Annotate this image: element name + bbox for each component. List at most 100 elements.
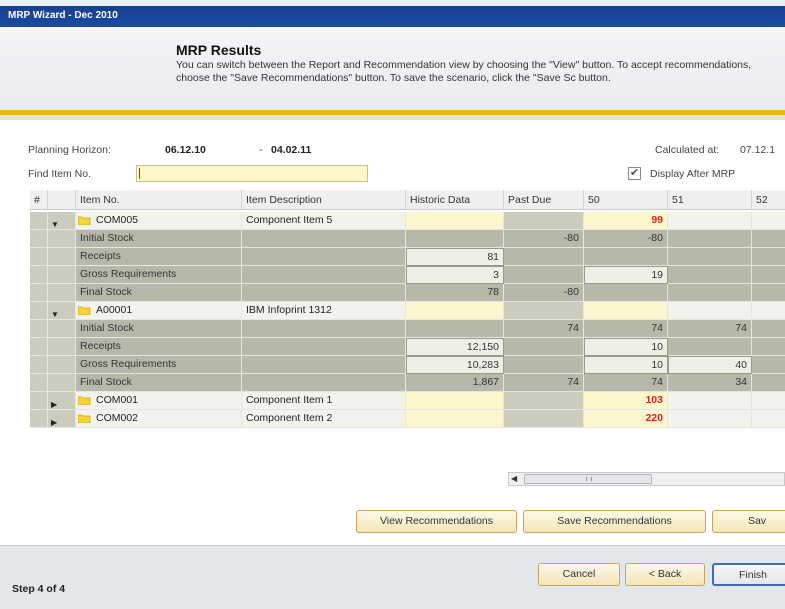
row-number: [30, 284, 48, 302]
period-value: [406, 212, 504, 230]
period-value: 34: [668, 374, 752, 392]
period-value: -80: [504, 284, 584, 302]
row-toggle-cell[interactable]: ▶: [48, 392, 76, 410]
row-number: [30, 266, 48, 284]
period-value: [504, 410, 584, 428]
row-toggle-cell: [48, 338, 76, 356]
item-row[interactable]: ▶ COM002 Component Item 2 220: [30, 410, 785, 428]
period-value: 74: [584, 374, 668, 392]
expand-icon[interactable]: ▶: [51, 418, 58, 427]
period-value: [752, 356, 785, 374]
detail-row: Receipts 81: [30, 248, 785, 266]
folder-icon: [78, 396, 91, 405]
period-value: 10,283: [406, 356, 504, 374]
measure-desc: [242, 248, 406, 266]
row-number: [30, 320, 48, 338]
row-toggle-cell[interactable]: ▼: [48, 302, 76, 320]
row-number: [30, 230, 48, 248]
period-value: [504, 266, 584, 284]
detail-row: Initial Stock -80 -80: [30, 230, 785, 248]
finish-button[interactable]: Finish: [712, 563, 785, 586]
scroll-left-icon[interactable]: ◀: [511, 474, 518, 483]
period-value: 74: [504, 320, 584, 338]
period-value: [752, 320, 785, 338]
display-after-mrp-checkbox[interactable]: ✔: [628, 167, 641, 180]
period-value: [752, 392, 785, 410]
view-recommendations-button[interactable]: View Recommendations: [356, 510, 517, 533]
measure-label: Initial Stock: [76, 230, 242, 248]
period-value: [668, 212, 752, 230]
item-row[interactable]: ▼ COM005 Component Item 5 99: [30, 212, 785, 230]
column-header: Item Description: [242, 190, 406, 210]
item-description: Component Item 1: [242, 392, 406, 410]
item-description: Component Item 5: [242, 212, 406, 230]
period-value: [668, 302, 752, 320]
window-title: MRP Wizard - Dec 2010: [8, 10, 118, 21]
period-value: [504, 302, 584, 320]
period-value: 103: [584, 392, 668, 410]
period-value: 10: [584, 356, 668, 374]
item-number-cell: COM002: [76, 410, 242, 428]
save-scenario-button[interactable]: Sav: [712, 510, 785, 533]
folder-icon: [78, 216, 91, 225]
column-header: Item No.: [76, 190, 242, 210]
column-header: Past Due: [504, 190, 584, 210]
window-title-bar: MRP Wizard - Dec 2010: [0, 0, 785, 27]
item-number: A00001: [96, 304, 133, 316]
period-value: 74: [504, 374, 584, 392]
measure-label: Final Stock: [76, 374, 242, 392]
measure-label: Receipts: [76, 338, 242, 356]
period-value: [406, 302, 504, 320]
row-number: [30, 410, 48, 428]
item-description: Component Item 2: [242, 410, 406, 428]
period-value: [668, 266, 752, 284]
find-item-input[interactable]: [136, 165, 368, 182]
display-after-mrp-label: Display After MRP: [650, 168, 736, 180]
period-value: [752, 302, 785, 320]
period-value: [406, 320, 504, 338]
collapse-icon[interactable]: ▼: [51, 220, 59, 229]
measure-desc: [242, 266, 406, 284]
row-toggle-cell[interactable]: ▶: [48, 410, 76, 428]
period-value: [504, 248, 584, 266]
period-value: [668, 338, 752, 356]
item-number: COM002: [96, 412, 139, 424]
table-header: # Item No. Item Description Historic Data Pa…: [30, 190, 785, 210]
back-button[interactable]: < Back: [625, 563, 705, 586]
column-header: 52: [752, 190, 785, 210]
row-toggle-cell[interactable]: ▼: [48, 212, 76, 230]
period-value: [584, 248, 668, 266]
measure-desc: [242, 230, 406, 248]
period-value: 19: [584, 266, 668, 284]
expand-icon[interactable]: ▶: [51, 400, 58, 409]
cancel-button[interactable]: Cancel: [538, 563, 620, 586]
measure-desc: [242, 320, 406, 338]
period-value: -80: [584, 230, 668, 248]
period-value: [752, 338, 785, 356]
period-value: [668, 410, 752, 428]
period-value: [504, 392, 584, 410]
save-recommendations-button[interactable]: Save Recommendations: [523, 510, 706, 533]
column-header: [48, 190, 76, 210]
detail-row: Gross Requirements 3 19: [30, 266, 785, 284]
calculated-at-label: Calculated at:: [655, 144, 720, 156]
collapse-icon[interactable]: ▼: [51, 310, 59, 319]
horizontal-scrollbar[interactable]: ◀: [508, 472, 785, 486]
measure-label: Gross Requirements: [76, 266, 242, 284]
row-number: [30, 248, 48, 266]
period-value: [752, 374, 785, 392]
period-value: [752, 410, 785, 428]
period-value: 40: [668, 356, 752, 374]
measure-label: Final Stock: [76, 284, 242, 302]
scrollbar-thumb[interactable]: [524, 474, 652, 484]
row-number: [30, 302, 48, 320]
measure-desc: [242, 356, 406, 374]
step-indicator: Step 4 of 4: [12, 583, 66, 595]
column-header: 51: [668, 190, 752, 210]
item-row[interactable]: ▶ COM001 Component Item 1 103: [30, 392, 785, 410]
measure-desc: [242, 374, 406, 392]
period-value: [668, 284, 752, 302]
row-number: [30, 392, 48, 410]
item-row[interactable]: ▼ A00001 IBM Infoprint 1312: [30, 302, 785, 320]
calculated-at-value: 07.12.1: [740, 144, 776, 156]
